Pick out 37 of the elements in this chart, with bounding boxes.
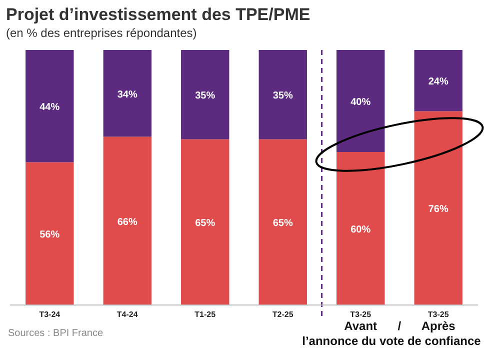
data-label: 35% (195, 90, 216, 102)
text: l’annonce du vote de confiance (302, 334, 482, 348)
text: Après (421, 319, 456, 333)
bar (336, 152, 385, 305)
bar (103, 50, 152, 137)
bar (26, 50, 74, 162)
x-tick-label: T3-24 (39, 310, 61, 319)
source-note: Sources : BPI France (8, 328, 104, 339)
data-label: 44% (40, 102, 60, 114)
bar (258, 50, 307, 140)
chart-title: Projet d’investissement des TPE/PME (6, 5, 310, 24)
data-label: 66% (117, 216, 138, 228)
x-tick-label: T2-25 (272, 310, 294, 319)
bar (414, 50, 462, 112)
bar (336, 50, 385, 152)
bar (181, 139, 230, 305)
x-tick-label: T1-25 (194, 310, 216, 319)
bar (414, 111, 462, 305)
data-label: 60% (350, 224, 371, 236)
data-label: 24% (428, 76, 448, 88)
bar (103, 136, 152, 305)
data-label: 65% (195, 218, 216, 230)
bar (181, 50, 230, 140)
data-label: 40% (350, 97, 371, 108)
x-tick-label: T4-24 (116, 310, 138, 319)
data-label: 35% (272, 90, 293, 102)
x-tick-label: T3-25 (428, 310, 450, 319)
text: Avant (344, 319, 378, 333)
chart-subtitle: (en % des entreprises répondantes) (6, 26, 197, 40)
data-label: 56% (40, 230, 60, 241)
x-tick-label: T3-25 (350, 310, 372, 319)
bar (258, 139, 307, 305)
text: / (398, 319, 402, 333)
data-label: 34% (117, 89, 138, 100)
data-label: 65% (272, 218, 293, 230)
data-label: 76% (428, 204, 448, 216)
bar (26, 162, 74, 305)
